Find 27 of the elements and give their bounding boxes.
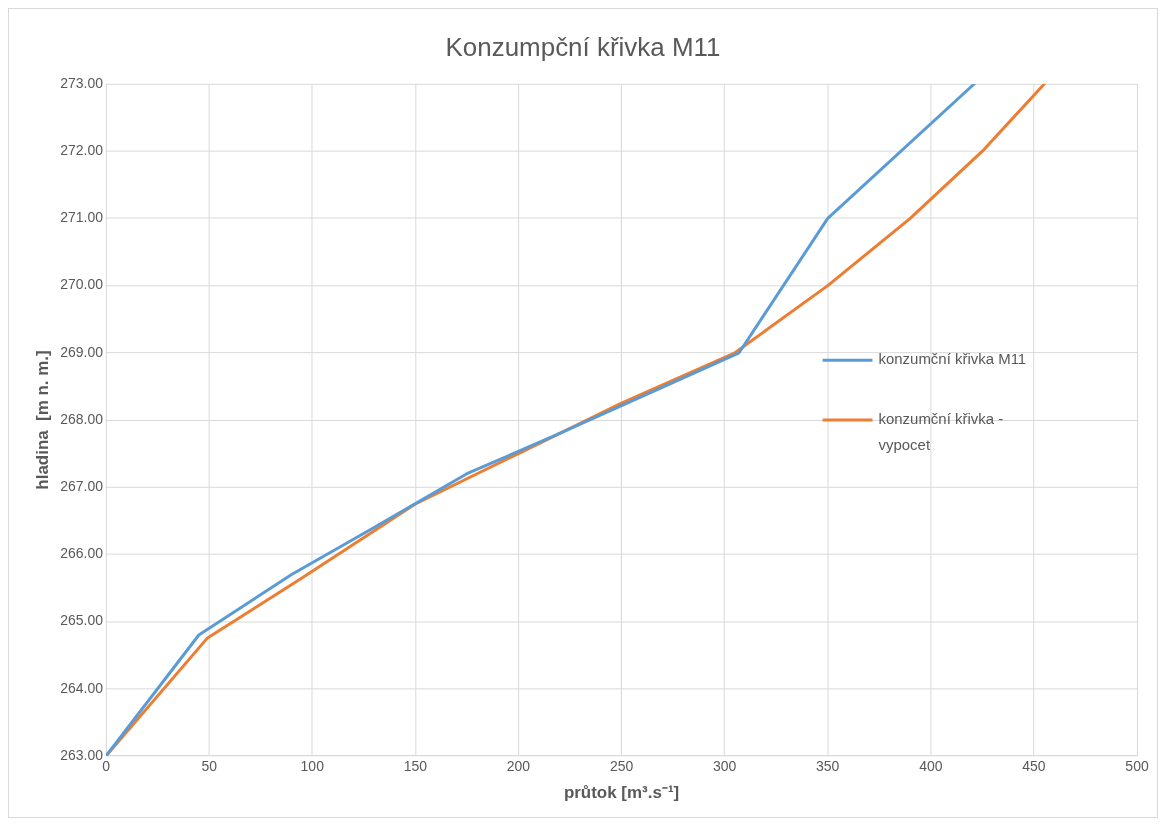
y-axis-title: hladina [m n. m.] <box>32 350 52 490</box>
legend-label: konzumční křivka - vypocet <box>878 410 1004 454</box>
x-axis-title: průtok [m³.s⁻¹] <box>563 782 680 802</box>
x-tick-label: 0 <box>102 758 111 775</box>
y-tick-label: 272.00 <box>60 142 104 159</box>
y-tick-label: 266.00 <box>60 545 104 562</box>
y-tick-label: 268.00 <box>60 410 104 427</box>
y-tick-label: 263.00 <box>60 746 104 763</box>
x-tick-label: 50 <box>201 758 218 775</box>
legend-label: konzumční křivka M11 <box>878 350 1027 368</box>
x-tick-label: 150 <box>403 758 428 775</box>
x-tick-label: 350 <box>816 758 840 775</box>
y-tick-label: 267.00 <box>60 478 104 495</box>
x-tick-label: 400 <box>919 758 943 775</box>
x-tick-label: 250 <box>609 758 634 775</box>
chart-title: Konzumpční křivka M11 <box>445 32 721 61</box>
y-tick-label: 273.00 <box>60 74 104 91</box>
x-tick-label: 450 <box>1022 758 1046 775</box>
y-tick-label: 265.00 <box>60 612 104 629</box>
y-tick-label: 270.00 <box>60 276 104 293</box>
x-tick-label: 300 <box>712 758 737 775</box>
x-tick-label: 500 <box>1125 758 1149 775</box>
y-tick-label: 269.00 <box>60 343 104 360</box>
x-tick-label: 200 <box>506 758 531 775</box>
y-tick-label: 264.00 <box>60 679 104 696</box>
y-tick-label: 271.00 <box>60 209 104 226</box>
x-tick-label: 100 <box>300 758 325 775</box>
